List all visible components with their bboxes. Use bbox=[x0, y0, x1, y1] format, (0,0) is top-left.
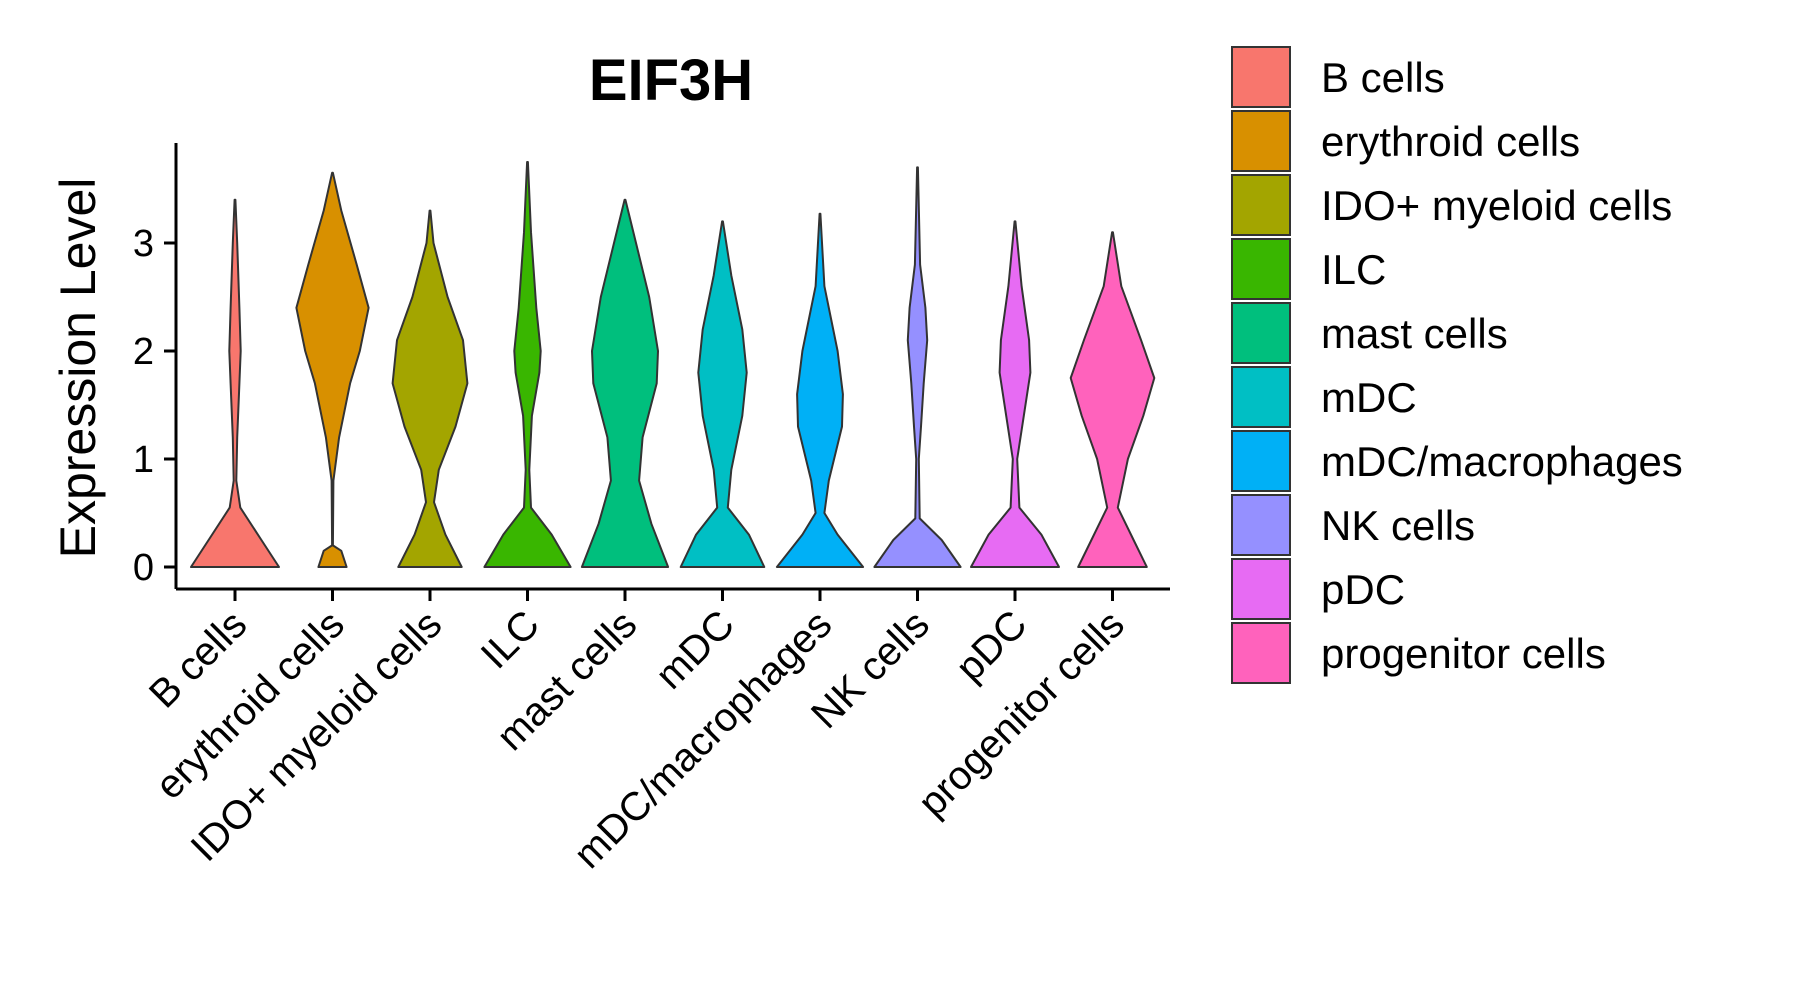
legend-swatch-mdc-macrophages bbox=[1231, 430, 1291, 492]
legend-swatch-ilc bbox=[1231, 238, 1291, 300]
y-tick-label: 2 bbox=[133, 331, 154, 373]
legend-swatch-progenitor-cells bbox=[1231, 622, 1291, 684]
legend-label-mdc: mDC bbox=[1321, 374, 1417, 421]
legend-label-mdc-macrophages: mDC/macrophages bbox=[1321, 438, 1683, 485]
violin-ilc bbox=[483, 161, 572, 568]
legend-label-mast-cells: mast cells bbox=[1321, 310, 1508, 357]
legend-swatch-nk-cells bbox=[1231, 494, 1291, 556]
legend-label-pdc: pDC bbox=[1321, 566, 1405, 613]
x-tick-label-pdc: pDC bbox=[948, 602, 1036, 690]
legend-swatch-mast-cells bbox=[1231, 302, 1291, 364]
x-tick-label-ilc: ILC bbox=[473, 602, 548, 677]
legend-swatch-b-cells bbox=[1231, 46, 1291, 108]
violin-group bbox=[190, 161, 1156, 568]
legend-swatch-ido-myeloid-cells bbox=[1231, 174, 1291, 236]
violin-ido-myeloid-cells bbox=[391, 209, 469, 568]
y-tick-label: 3 bbox=[133, 223, 154, 265]
violin-nk-cells bbox=[873, 166, 962, 568]
legend-label-ido-myeloid-cells: IDO+ myeloid cells bbox=[1321, 182, 1672, 229]
violin-b-cells bbox=[190, 198, 280, 568]
legend-swatch-pdc bbox=[1231, 558, 1291, 620]
chart-title: EIF3H bbox=[589, 48, 753, 113]
legend-swatch-mdc bbox=[1231, 366, 1291, 428]
y-tick-label: 1 bbox=[133, 439, 154, 481]
legend-label-progenitor-cells: progenitor cells bbox=[1321, 630, 1606, 677]
legend-swatch-erythroid-cells bbox=[1231, 110, 1291, 172]
violin-erythroid-cells bbox=[295, 171, 370, 568]
violin-mast-cells bbox=[580, 198, 670, 568]
legend-label-erythroid-cells: erythroid cells bbox=[1321, 118, 1580, 165]
violin-pdc bbox=[970, 220, 1060, 568]
legend-label-ilc: ILC bbox=[1321, 246, 1386, 293]
y-tick-label: 0 bbox=[133, 547, 154, 589]
violin-mdc-macrophages bbox=[775, 212, 865, 568]
violin-progenitor-cells bbox=[1069, 231, 1156, 568]
legend-label-nk-cells: NK cells bbox=[1321, 502, 1475, 549]
y-axis-label: Expression Level bbox=[50, 178, 106, 559]
violin-mdc bbox=[679, 220, 766, 568]
legend: B cells erythroid cells IDO+ myeloid cells… bbox=[1231, 46, 1683, 684]
legend-label-b-cells: B cells bbox=[1321, 54, 1445, 101]
y-axis: 0 1 2 3 bbox=[133, 143, 178, 589]
